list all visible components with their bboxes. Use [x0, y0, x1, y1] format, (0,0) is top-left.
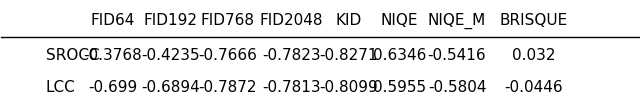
- Text: -0.7823: -0.7823: [262, 48, 321, 63]
- Text: FID192: FID192: [143, 13, 197, 28]
- Text: -0.8099: -0.8099: [319, 80, 378, 95]
- Text: -0.4235: -0.4235: [141, 48, 200, 63]
- Text: 0.032: 0.032: [512, 48, 556, 63]
- Text: NIQE_M: NIQE_M: [428, 13, 486, 29]
- Text: 0.5955: 0.5955: [373, 80, 426, 95]
- Text: BRISQUE: BRISQUE: [499, 13, 568, 28]
- Text: LCC: LCC: [46, 80, 76, 95]
- Text: -0.5416: -0.5416: [428, 48, 486, 63]
- Text: SROCC: SROCC: [46, 48, 100, 63]
- Text: -0.699: -0.699: [88, 80, 138, 95]
- Text: 0.6346: 0.6346: [373, 48, 426, 63]
- Text: KID: KID: [335, 13, 362, 28]
- Text: -0.7872: -0.7872: [198, 80, 257, 95]
- Text: -0.0446: -0.0446: [504, 80, 563, 95]
- Text: FID768: FID768: [200, 13, 255, 28]
- Text: FID2048: FID2048: [260, 13, 323, 28]
- Text: -0.7813: -0.7813: [262, 80, 321, 95]
- Text: -0.7666: -0.7666: [198, 48, 257, 63]
- Text: -0.8271: -0.8271: [319, 48, 378, 63]
- Text: -0.6894: -0.6894: [141, 80, 200, 95]
- Text: FID64: FID64: [91, 13, 135, 28]
- Text: -0.3768: -0.3768: [84, 48, 142, 63]
- Text: NIQE: NIQE: [381, 13, 419, 28]
- Text: -0.5804: -0.5804: [428, 80, 486, 95]
